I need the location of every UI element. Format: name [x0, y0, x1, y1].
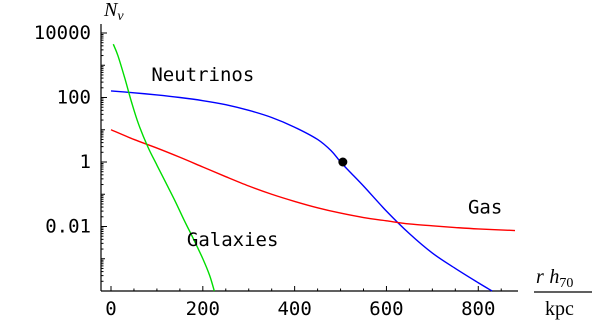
y-axis-title-sub: ν [117, 9, 124, 24]
series-line-galaxies [112, 43, 215, 292]
x-tick-label: 800 [461, 298, 495, 320]
y-tick-label: 10000 [34, 22, 91, 44]
y-axis-title: Nν [103, 0, 124, 24]
x-tick-label: 0 [105, 298, 116, 320]
series-label-galaxies: Galaxies [187, 229, 279, 251]
series-line-gas [110, 129, 516, 232]
x-axis-title: r h70 kpc [534, 266, 592, 320]
series-line-neutrinos [110, 90, 493, 292]
x-tick-label: 200 [186, 298, 220, 320]
series-labels: Neutrinos Gas Galaxies [151, 64, 502, 251]
y-axis-title-main: N [103, 0, 119, 21]
y-tick-label: 100 [57, 87, 91, 109]
y-tick-label: 0.01 [45, 216, 91, 238]
x-axis-title-den: kpc [545, 298, 574, 320]
x-tick-label: 600 [369, 298, 403, 320]
data-point-marker [338, 157, 348, 167]
x-tick-label: 400 [277, 298, 311, 320]
x-axis-title-num: r h70 [536, 266, 573, 291]
ticks: 0 200 400 600 800 10000 100 1 0.01 [34, 22, 502, 320]
x-axis-title-h-sub: 70 [559, 276, 573, 291]
x-axis-title-r: r [536, 266, 544, 288]
series-label-neutrinos: Neutrinos [151, 64, 254, 86]
series-label-gas: Gas [468, 197, 502, 219]
series-lines [110, 43, 516, 292]
y-tick-label: 1 [80, 151, 91, 173]
x-axis-title-h: h [549, 266, 559, 288]
